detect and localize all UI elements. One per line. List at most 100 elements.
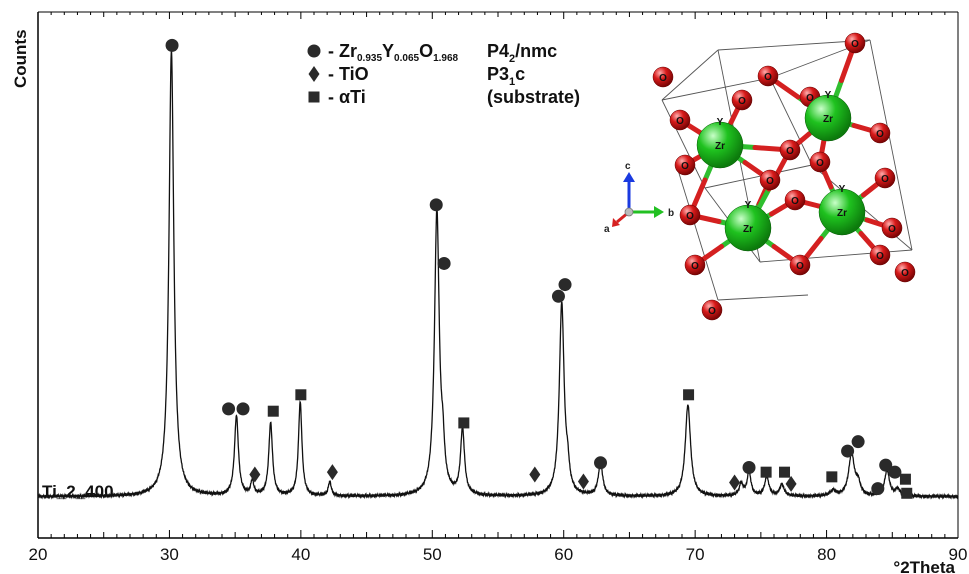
oxygen-atom xyxy=(684,254,706,276)
x-tick-label: 80 xyxy=(817,545,836,564)
diamond-marker xyxy=(577,473,589,490)
x-tick-label: 70 xyxy=(686,545,705,564)
oxygen-atom-label: O xyxy=(816,158,824,169)
zirconium-atom-label: Zr xyxy=(715,141,725,152)
circle-marker xyxy=(871,482,885,496)
x-tick-label: 30 xyxy=(160,545,179,564)
unit-cell-edge xyxy=(717,39,871,51)
legend-phase: P42/nmc xyxy=(487,41,557,65)
oxygen-atom-label: O xyxy=(786,146,794,157)
unit-cell-edge xyxy=(661,49,719,101)
oxygen-atom-label: O xyxy=(681,161,689,172)
legend: - Zr0.935Y0.065O1.968 P42/nmc - TiO P31c - α… xyxy=(307,41,580,107)
oxygen-atom xyxy=(809,151,831,173)
circle-marker xyxy=(851,435,865,449)
crystal-structure-inset: O O O O O O O O O O O O O O O O O O O O Zr Y Zr Y Zr Y Zr Yc b a xyxy=(604,32,916,321)
a-axis-head xyxy=(612,218,620,227)
unit-cell-edge xyxy=(677,169,719,301)
diamond-marker xyxy=(529,466,541,483)
yttrium-label: Y xyxy=(717,117,724,128)
circle-marker xyxy=(742,460,756,474)
y-axis-title: Counts xyxy=(11,29,30,88)
diamond-marker xyxy=(326,464,338,481)
oxygen-atom xyxy=(674,154,696,176)
oxygen-atom-label: O xyxy=(708,306,716,317)
oxygen-atom-label: O xyxy=(659,73,667,84)
oxygen-atom xyxy=(701,299,723,321)
oxygen-atom-label: O xyxy=(851,39,859,50)
oxygen-atom xyxy=(779,139,801,161)
a-axis-label: a xyxy=(604,224,610,235)
diamond-legend-icon xyxy=(308,66,320,82)
x-tick-label: 20 xyxy=(29,545,48,564)
oxygen-atom-label: O xyxy=(676,116,684,127)
x-tick-label: 90 xyxy=(949,545,968,564)
oxygen-atom-label: O xyxy=(796,261,804,272)
diamond-marker xyxy=(729,474,741,491)
square-marker xyxy=(899,473,911,485)
circle-marker xyxy=(222,402,236,416)
orientation-axes: c b a xyxy=(604,161,674,235)
oxygen-atom xyxy=(652,66,674,88)
x-axis: 20 30 40 50 60 70 80 90 xyxy=(29,12,968,564)
c-axis-label: c xyxy=(625,161,631,172)
circle-marker xyxy=(437,256,451,270)
legend-label: - αTi xyxy=(328,87,366,107)
legend-label: - Zr0.935Y0.065O1.968 xyxy=(328,41,459,64)
circle-marker xyxy=(879,458,893,472)
square-marker xyxy=(901,487,913,499)
legend-label: - TiO xyxy=(328,64,369,84)
circle-marker xyxy=(165,38,179,52)
atoms: O O O O O O O O O O O O O O O O O O O O Zr Y Zr Y Zr Y Zr Y xyxy=(652,32,916,321)
zirconium-atom-label: Zr xyxy=(837,208,847,219)
diamond-marker xyxy=(785,475,797,492)
b-axis-head xyxy=(654,206,664,218)
sample-label: Ti_2_400 xyxy=(42,482,114,501)
oxygen-atom xyxy=(869,244,891,266)
square-marker xyxy=(683,389,695,401)
circle-marker xyxy=(558,278,572,292)
axes-origin xyxy=(624,207,634,217)
oxygen-atom xyxy=(784,189,806,211)
unit-cell-edge xyxy=(661,77,771,101)
zirconium-atom xyxy=(818,188,866,236)
oxygen-atom-label: O xyxy=(876,251,884,262)
oxygen-atom xyxy=(881,217,903,239)
zirconium-atom xyxy=(696,121,744,169)
square-marker xyxy=(760,466,772,478)
yttrium-label: Y xyxy=(839,184,846,195)
unit-cell-edge xyxy=(661,99,706,189)
oxygen-atom xyxy=(844,32,866,54)
b-axis-label: b xyxy=(668,208,674,219)
oxygen-atom xyxy=(669,109,691,131)
oxygen-atom xyxy=(789,254,811,276)
oxygen-atom xyxy=(869,122,891,144)
square-marker xyxy=(295,389,307,401)
oxygen-atom-label: O xyxy=(686,211,694,222)
circle-marker xyxy=(841,444,855,458)
yttrium-label: Y xyxy=(825,90,832,101)
x-tick-label: 40 xyxy=(291,545,310,564)
oxygen-atom xyxy=(679,204,701,226)
zirconium-atom-label: Zr xyxy=(743,224,753,235)
square-marker xyxy=(779,466,791,478)
phase-markers xyxy=(165,38,913,499)
oxygen-atom-label: O xyxy=(791,196,799,207)
oxygen-atom xyxy=(874,167,896,189)
square-marker xyxy=(826,471,838,483)
square-marker xyxy=(267,405,279,417)
x-axis-title: °2Theta xyxy=(893,558,955,574)
oxygen-atom xyxy=(759,169,781,191)
unit-cell-edge xyxy=(769,77,813,166)
circle-marker xyxy=(236,402,250,416)
circle-legend-icon xyxy=(307,44,321,58)
oxygen-atom-label: O xyxy=(806,93,814,104)
unit-cell-edge xyxy=(704,164,813,189)
c-axis-head xyxy=(623,172,635,182)
x-tick-label: 60 xyxy=(554,545,573,564)
oxygen-atom-label: O xyxy=(764,72,772,83)
zirconium-atom-label: Zr xyxy=(823,114,833,125)
circle-marker xyxy=(888,465,902,479)
legend-phase: (substrate) xyxy=(487,87,580,107)
